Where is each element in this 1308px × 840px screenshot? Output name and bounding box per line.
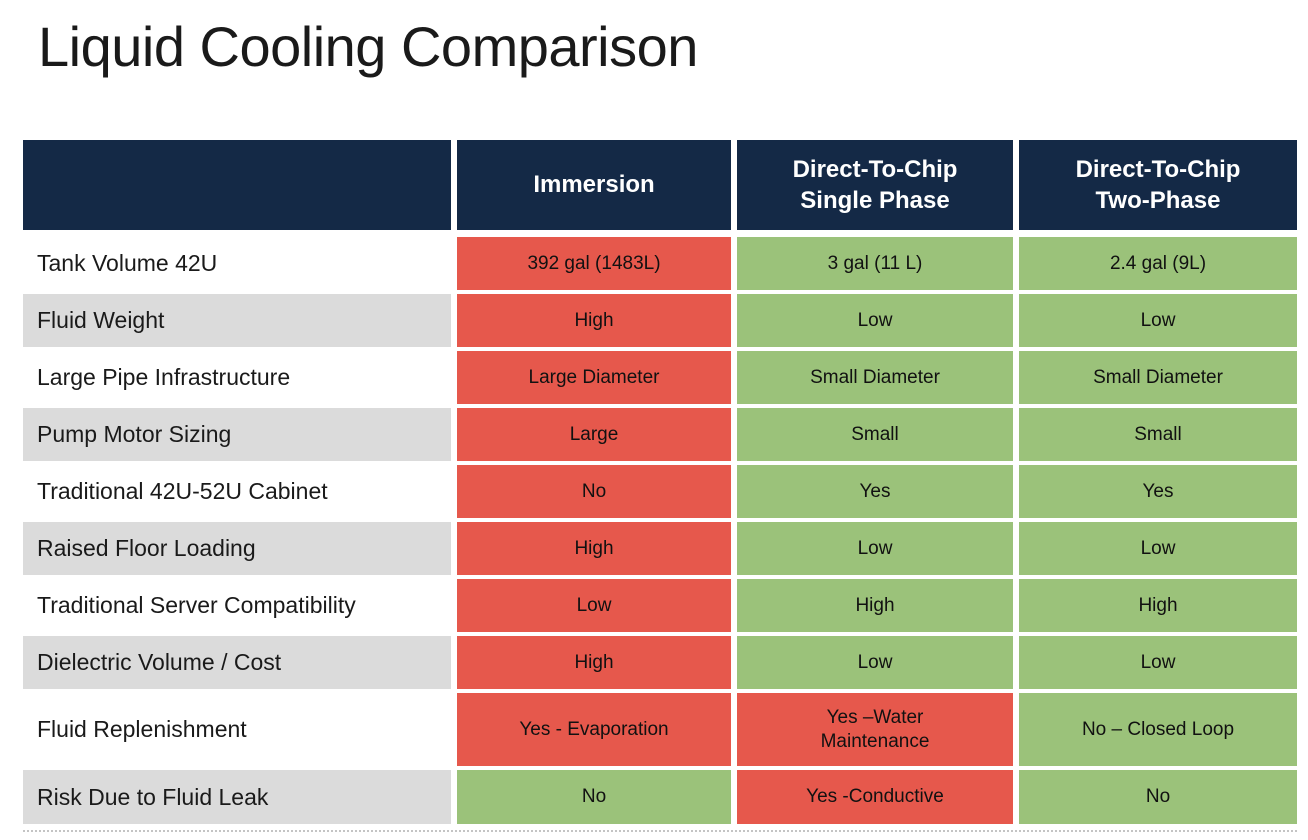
table-header-row: Immersion Direct-To-Chip Single Phase Di… — [23, 140, 1297, 230]
value-cell: High — [457, 636, 731, 689]
table-row: Pump Motor Sizing Large Small Small — [23, 408, 1297, 461]
value-cell: Large Diameter — [457, 351, 731, 404]
value-cell: Low — [1019, 294, 1297, 347]
row-label: Fluid Weight — [23, 294, 451, 347]
row-label: Dielectric Volume / Cost — [23, 636, 451, 689]
value-cell: High — [1019, 579, 1297, 632]
table-body: Tank Volume 42U 392 gal (1483L) 3 gal (11 … — [23, 237, 1297, 824]
value-cell: Small Diameter — [737, 351, 1013, 404]
value-cell: Low — [457, 579, 731, 632]
value-cell: 3 gal (11 L) — [737, 237, 1013, 290]
row-label: Risk Due to Fluid Leak — [23, 770, 451, 824]
value-cell: Low — [737, 636, 1013, 689]
value-cell: No — [1019, 770, 1297, 824]
row-label: Pump Motor Sizing — [23, 408, 451, 461]
value-cell: Small — [1019, 408, 1297, 461]
value-cell: Yes - Evaporation — [457, 693, 731, 766]
value-cell: Large — [457, 408, 731, 461]
comparison-table: Immersion Direct-To-Chip Single Phase Di… — [23, 140, 1297, 832]
row-label: Traditional Server Compatibility — [23, 579, 451, 632]
value-cell: Yes -Conductive — [737, 770, 1013, 824]
table-bottom-border — [23, 830, 1297, 832]
value-cell: No – Closed Loop — [1019, 693, 1297, 766]
value-cell: High — [457, 522, 731, 575]
value-cell: 2.4 gal (9L) — [1019, 237, 1297, 290]
row-label: Traditional 42U-52U Cabinet — [23, 465, 451, 518]
value-cell: Small — [737, 408, 1013, 461]
page-title: Liquid Cooling Comparison — [38, 15, 698, 78]
value-cell: Small Diameter — [1019, 351, 1297, 404]
header-cell-empty — [23, 140, 451, 230]
value-cell: Yes — [1019, 465, 1297, 518]
row-label: Raised Floor Loading — [23, 522, 451, 575]
value-cell: Yes — [737, 465, 1013, 518]
header-cell-dtc-single-phase: Direct-To-Chip Single Phase — [737, 140, 1013, 230]
value-cell: Yes –Water Maintenance — [737, 693, 1013, 766]
value-cell: No — [457, 770, 731, 824]
table-row: Raised Floor Loading High Low Low — [23, 522, 1297, 575]
row-label: Tank Volume 42U — [23, 237, 451, 290]
table-row: Risk Due to Fluid Leak No Yes -Conductive N… — [23, 770, 1297, 824]
value-cell: No — [457, 465, 731, 518]
table-row: Large Pipe Infrastructure Large Diameter S… — [23, 351, 1297, 404]
value-cell: High — [737, 579, 1013, 632]
value-cell: High — [457, 294, 731, 347]
value-cell: Low — [737, 522, 1013, 575]
value-cell: Low — [737, 294, 1013, 347]
table-row: Fluid Replenishment Yes - Evaporation Yes … — [23, 693, 1297, 766]
table-row: Traditional Server Compatibility Low High H… — [23, 579, 1297, 632]
header-cell-dtc-two-phase: Direct-To-Chip Two-Phase — [1019, 140, 1297, 230]
table-row: Tank Volume 42U 392 gal (1483L) 3 gal (11 … — [23, 237, 1297, 290]
table-row: Dielectric Volume / Cost High Low Low — [23, 636, 1297, 689]
value-cell: Low — [1019, 636, 1297, 689]
value-cell: 392 gal (1483L) — [457, 237, 731, 290]
value-cell: Low — [1019, 522, 1297, 575]
table-row: Fluid Weight High Low Low — [23, 294, 1297, 347]
row-label: Large Pipe Infrastructure — [23, 351, 451, 404]
row-label: Fluid Replenishment — [23, 693, 451, 766]
header-cell-immersion: Immersion — [457, 140, 731, 230]
table-row: Traditional 42U-52U Cabinet No Yes Yes — [23, 465, 1297, 518]
